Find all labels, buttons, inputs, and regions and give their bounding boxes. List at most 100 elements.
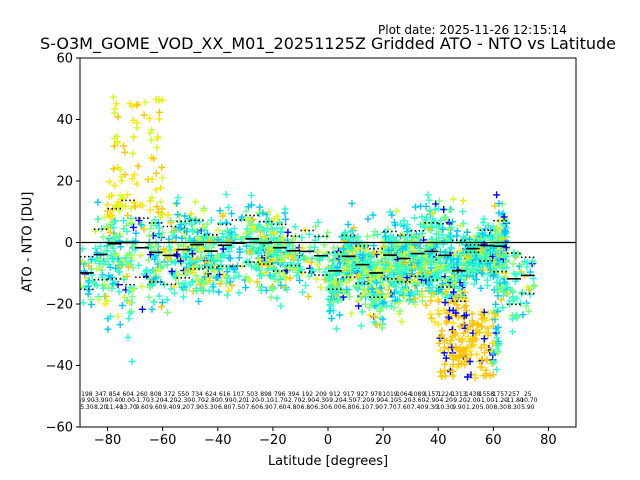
data-point — [171, 289, 178, 297]
data-point — [170, 228, 178, 236]
x-tick-label: −40 — [204, 433, 231, 448]
data-point — [253, 278, 261, 286]
bin-annotation: 9.90 — [452, 404, 466, 411]
data-point — [153, 144, 161, 152]
data-point — [444, 238, 452, 245]
data-point — [469, 273, 477, 280]
data-point — [115, 207, 123, 215]
data-point — [273, 224, 281, 232]
bin-annotation: 604 — [122, 391, 134, 398]
data-point — [494, 292, 502, 300]
data-point — [157, 303, 165, 311]
data-point — [357, 262, 365, 270]
data-point — [110, 224, 118, 232]
data-point — [465, 259, 472, 267]
data-point — [374, 230, 382, 238]
data-point — [368, 264, 376, 272]
data-point — [321, 268, 329, 276]
data-point — [482, 253, 489, 261]
data-point — [103, 247, 111, 255]
data-point — [391, 279, 399, 287]
bin-annotation: 4.80 — [287, 404, 301, 411]
data-point — [259, 209, 267, 217]
data-point — [177, 257, 185, 265]
bin-annotation: -4.30 — [313, 397, 329, 404]
bin-annotation: 1.20 — [246, 397, 260, 404]
data-point — [491, 202, 499, 210]
bin-annotation: 734 — [191, 391, 203, 398]
bin-annotation: 550 — [178, 391, 190, 398]
data-point — [312, 275, 320, 283]
data-point — [150, 298, 158, 306]
data-point — [296, 277, 304, 284]
data-point — [128, 175, 136, 183]
bin-annotation: 1224 — [437, 391, 452, 398]
data-point — [219, 245, 227, 253]
bin-annotation: -0.40 — [107, 397, 123, 404]
data-point — [108, 214, 116, 221]
data-point — [482, 328, 490, 336]
data-point — [383, 267, 391, 275]
data-point — [473, 350, 481, 358]
data-point — [331, 279, 339, 286]
data-point — [430, 271, 438, 279]
data-point — [452, 309, 460, 317]
data-point — [425, 281, 433, 289]
data-point — [104, 201, 112, 209]
bin-annotation: 25 — [524, 391, 532, 398]
data-point — [409, 280, 417, 288]
data-point — [270, 235, 278, 243]
data-point — [387, 263, 395, 271]
data-point — [146, 115, 153, 122]
data-point — [354, 297, 362, 305]
data-point — [124, 333, 132, 341]
data-point — [499, 304, 507, 312]
data-point — [449, 218, 456, 226]
y-tick-label: 60 — [56, 52, 73, 67]
data-point — [211, 258, 219, 266]
data-point — [421, 223, 429, 231]
data-point — [399, 244, 406, 252]
data-point — [469, 321, 477, 329]
data-point — [466, 358, 474, 365]
data-point — [98, 266, 105, 274]
data-point — [500, 233, 508, 241]
data-point — [196, 218, 204, 226]
data-point — [395, 274, 403, 282]
data-point — [242, 229, 250, 237]
data-point — [105, 193, 113, 200]
data-point — [393, 266, 401, 274]
data-point — [187, 257, 195, 265]
data-point — [148, 175, 156, 183]
data-point — [87, 301, 95, 308]
data-point — [393, 296, 401, 304]
x-tick-label: 60 — [485, 433, 502, 448]
data-point — [304, 293, 312, 300]
data-point — [146, 129, 154, 137]
data-point — [230, 274, 238, 282]
bin-annotation: 9.40 — [163, 404, 177, 411]
bin-annotation: 6.80 — [342, 404, 356, 411]
data-point — [262, 269, 270, 277]
data-point — [425, 196, 433, 204]
data-point — [192, 215, 200, 223]
data-point — [214, 273, 222, 281]
data-point — [443, 309, 451, 317]
plot-date: Plot date: 2025-11-26 12:15:14 — [378, 23, 567, 37]
data-point — [447, 205, 455, 213]
data-point — [255, 210, 263, 218]
data-point — [403, 286, 411, 294]
data-point — [478, 363, 486, 371]
data-point — [145, 232, 153, 240]
data-point — [160, 245, 168, 253]
data-point — [91, 227, 99, 235]
data-point — [119, 202, 126, 210]
y-tick-label: −20 — [46, 298, 73, 313]
data-point — [362, 300, 369, 308]
scatter-points — [80, 93, 538, 382]
data-point — [250, 223, 258, 231]
data-point — [130, 171, 138, 179]
data-point — [131, 203, 139, 211]
bin-annotation: -2.80 — [203, 397, 219, 404]
data-point — [256, 272, 264, 280]
